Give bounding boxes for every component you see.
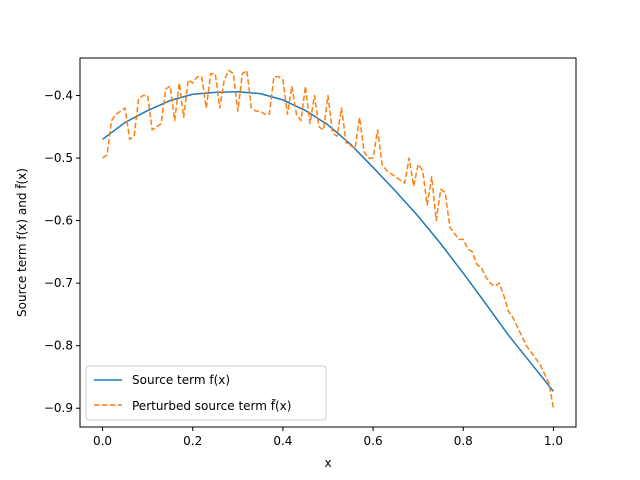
series-line-perturbed — [102, 69, 555, 409]
legend-label-source: Source term f(x) — [132, 373, 230, 387]
x-tick-label: 0.8 — [454, 434, 473, 448]
x-axis-label: x — [324, 456, 331, 470]
y-tick-label: −0.8 — [44, 339, 73, 353]
y-tick-label: −0.4 — [44, 89, 73, 103]
x-tick-label: 1.0 — [544, 434, 563, 448]
legend-box — [85, 365, 327, 421]
series-line-source — [102, 91, 555, 392]
y-axis: −0.9 −0.8 −0.7 −0.6 −0.5 −0.4 — [44, 89, 80, 415]
plot-area — [102, 69, 555, 409]
x-axis: 0.0 0.2 0.4 0.6 0.8 1.0 — [93, 427, 563, 448]
y-tick-label: −0.5 — [44, 151, 73, 165]
x-tick-label: 0.6 — [364, 434, 383, 448]
x-tick-label: 0.4 — [273, 434, 292, 448]
x-tick-label: 0.2 — [183, 434, 202, 448]
y-tick-label: −0.9 — [44, 401, 73, 415]
y-tick-label: −0.7 — [44, 276, 73, 290]
x-tick-label: 0.0 — [93, 434, 112, 448]
legend-label-perturbed: Perturbed source term f̃(x) — [132, 399, 291, 413]
y-tick-label: −0.6 — [44, 214, 73, 228]
axes-frame — [79, 57, 577, 428]
y-axis-label: Source term f(x) and f̃(x) — [15, 168, 29, 317]
legend: Source term f(x) Perturbed source term f… — [85, 365, 327, 421]
